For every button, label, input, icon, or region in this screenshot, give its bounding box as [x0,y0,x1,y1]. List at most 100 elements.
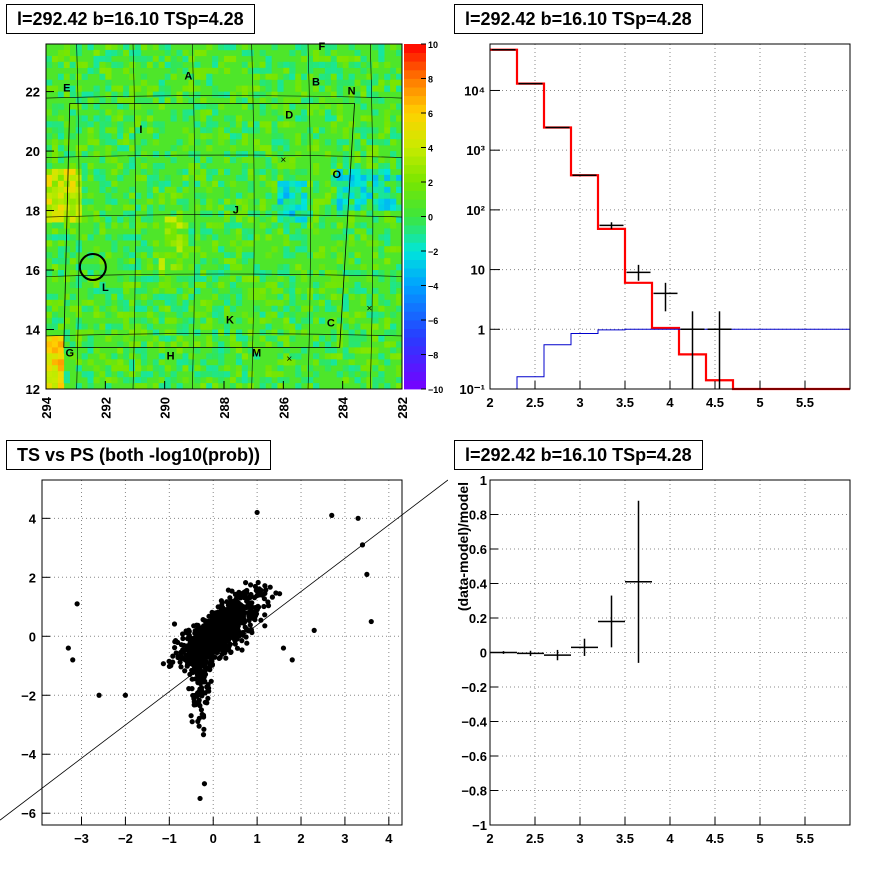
map-cell [289,67,296,74]
scatter-point [246,614,252,620]
map-cell [218,305,225,312]
colorbar-label: −8 [428,351,438,361]
map-cell [229,305,237,312]
map-cell [135,127,142,134]
map-cell [247,377,254,384]
map-cell [229,335,237,342]
map-cell [324,151,332,158]
map-cell [129,317,136,324]
map-cell [182,174,189,182]
map-cell [336,91,343,98]
region-label: L [102,282,109,294]
map-cell [46,216,53,223]
map-cell [342,174,349,182]
map-cell [224,347,231,354]
map-cell [105,383,112,390]
map-meridian [192,43,196,390]
map-cell [283,168,290,176]
map-cell [194,157,201,164]
scatter-point [220,605,226,611]
map-cell [140,222,148,229]
map-cell [51,139,59,146]
map-cell [336,293,343,300]
map-cell [194,371,201,378]
map-cell [372,216,379,223]
map-cell [170,192,177,199]
map-cell [253,287,260,295]
map-cell [283,323,290,330]
map-cell [241,335,248,342]
map-cell [366,145,373,152]
map-cell [212,347,219,354]
map-cell [123,49,130,57]
map-cell [396,115,403,122]
map-cell [229,121,237,128]
x-tick-label: 3 [576,831,583,846]
map-cell [295,192,302,199]
map-cell [354,55,361,63]
map-cell [87,234,94,241]
map-cell [235,377,243,384]
map-cell [51,109,59,116]
map-cell [93,49,100,57]
y-tick-label: 0 [480,646,487,661]
map-cell [378,85,385,92]
map-cell [342,293,349,300]
map-cell [81,198,88,205]
y-tick-label: 0.8 [469,508,487,523]
map-cell [194,204,201,211]
map-cell [57,61,65,68]
scatter-point [289,657,295,663]
map-cell [129,234,136,241]
map-cell [372,317,379,324]
map-cell [69,151,76,158]
map-cell [63,91,70,98]
colorbar-cell [404,173,426,183]
scatter-point [184,647,190,653]
map-cell [307,210,314,217]
map-cell [265,61,272,68]
map-cell [289,198,296,205]
scatter-point [261,603,267,610]
map-cell [146,97,154,104]
map-cell [348,79,355,86]
scatter-point [203,618,209,624]
map-cell [354,258,361,265]
map-cell [384,299,391,306]
y-tick-label: −1 [472,818,487,833]
map-cell [259,67,266,74]
map-cell [241,103,248,110]
map-cell [354,281,361,289]
map-cell [390,127,397,134]
map-cell [93,377,100,384]
map-cell [176,347,183,354]
map-cell [289,252,296,259]
map-cell [330,317,337,324]
scatter-point [265,603,272,609]
map-cell [342,127,349,134]
map-cell [152,44,159,51]
map-cell [123,145,130,152]
map-cell [342,305,349,312]
map-cell [87,204,94,211]
map-cell [170,240,177,247]
map-cell [354,127,361,134]
map-cell [390,151,397,158]
map-cell [384,329,391,336]
map-cell [283,186,290,193]
map-cell [324,305,332,312]
map-cell [176,311,183,318]
map-cell [87,383,94,390]
map-cell [342,323,349,330]
map-cell [152,252,159,259]
map-cell [235,287,243,295]
map-cell [164,180,171,187]
map-cell [384,216,391,223]
map-cell [330,163,337,170]
map-cell [390,115,397,122]
map-cell [75,115,82,122]
map-cell [330,281,337,289]
map-cell [188,97,195,104]
map-cell [194,49,201,57]
residual-title: l=292.42 b=16.10 TSp=4.28 [454,440,703,470]
